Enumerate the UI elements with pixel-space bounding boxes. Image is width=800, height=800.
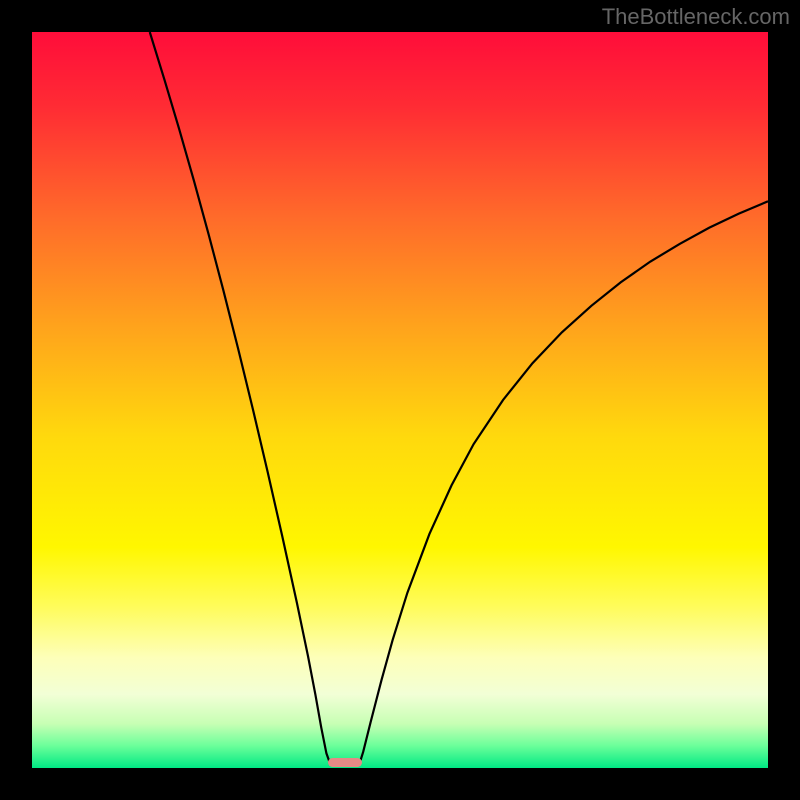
plot-area: [32, 32, 768, 768]
chart-container: TheBottleneck.com: [0, 0, 800, 800]
bottleneck-marker: [328, 758, 362, 767]
watermark-text: TheBottleneck.com: [602, 4, 790, 30]
curve-overlay: [32, 32, 768, 768]
right-curve: [360, 201, 768, 763]
left-curve: [150, 32, 330, 764]
